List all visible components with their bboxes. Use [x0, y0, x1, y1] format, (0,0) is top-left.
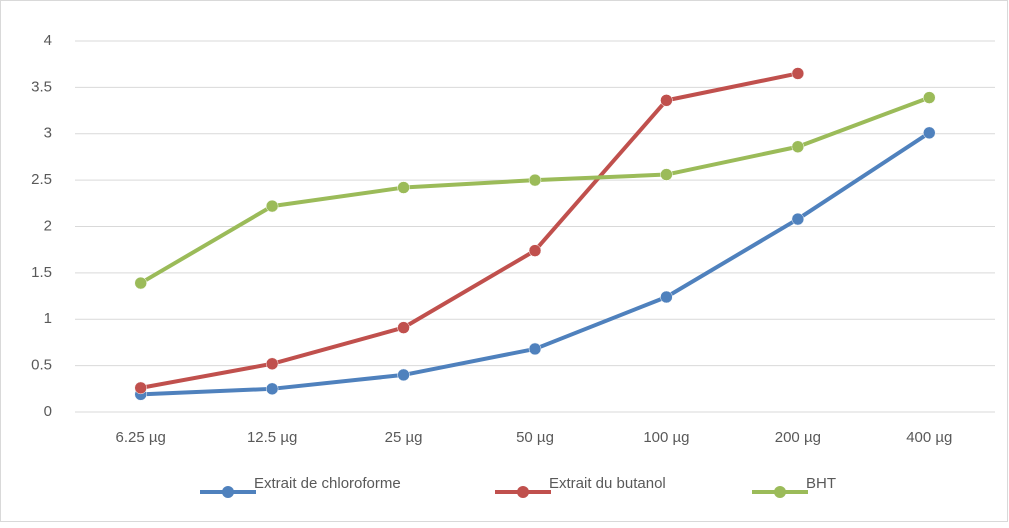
data-point — [528, 342, 542, 356]
y-tick-label: 0.5 — [31, 357, 52, 374]
legend-label: BHT — [806, 475, 836, 492]
series-line — [138, 71, 800, 390]
legend-marker — [517, 486, 529, 498]
data-point — [397, 321, 410, 334]
x-tick-label: 6.25 µg — [116, 429, 166, 446]
legend-label: Extrait de chloroforme — [254, 475, 401, 492]
y-tick-label: 2 — [44, 217, 52, 234]
y-tick-label: 2.5 — [31, 171, 52, 188]
legend-marker — [222, 486, 234, 498]
y-tick-label: 3 — [44, 125, 52, 142]
data-point — [791, 67, 805, 80]
x-tick-label: 50 µg — [516, 429, 554, 446]
data-point — [923, 126, 936, 140]
data-point — [660, 94, 673, 107]
data-point — [397, 181, 410, 194]
data-point — [660, 290, 673, 304]
data-point — [791, 212, 805, 226]
x-tick-label: 12.5 µg — [247, 429, 297, 446]
data-point — [528, 244, 542, 257]
data-point — [528, 173, 542, 187]
x-tick-label: 200 µg — [775, 429, 821, 446]
x-tick-label: 25 µg — [385, 429, 423, 446]
y-tick-label: 1 — [44, 310, 52, 327]
legend-marker — [774, 486, 786, 498]
x-tick-label: 400 µg — [906, 429, 952, 446]
y-tick-label: 4 — [44, 32, 52, 49]
y-tick-label: 0 — [44, 403, 52, 420]
x-tick-label: 100 µg — [643, 429, 689, 446]
data-point — [397, 368, 410, 382]
data-point — [134, 381, 147, 395]
data-point — [791, 140, 805, 153]
data-point — [265, 382, 279, 396]
legend-label: Extrait du butanol — [549, 475, 666, 492]
data-point — [660, 168, 673, 181]
y-tick-label: 1.5 — [31, 264, 52, 281]
data-point — [923, 91, 936, 104]
data-point — [265, 357, 279, 371]
data-point — [265, 199, 279, 213]
y-tick-label: 3.5 — [31, 78, 52, 95]
data-point — [134, 276, 147, 290]
